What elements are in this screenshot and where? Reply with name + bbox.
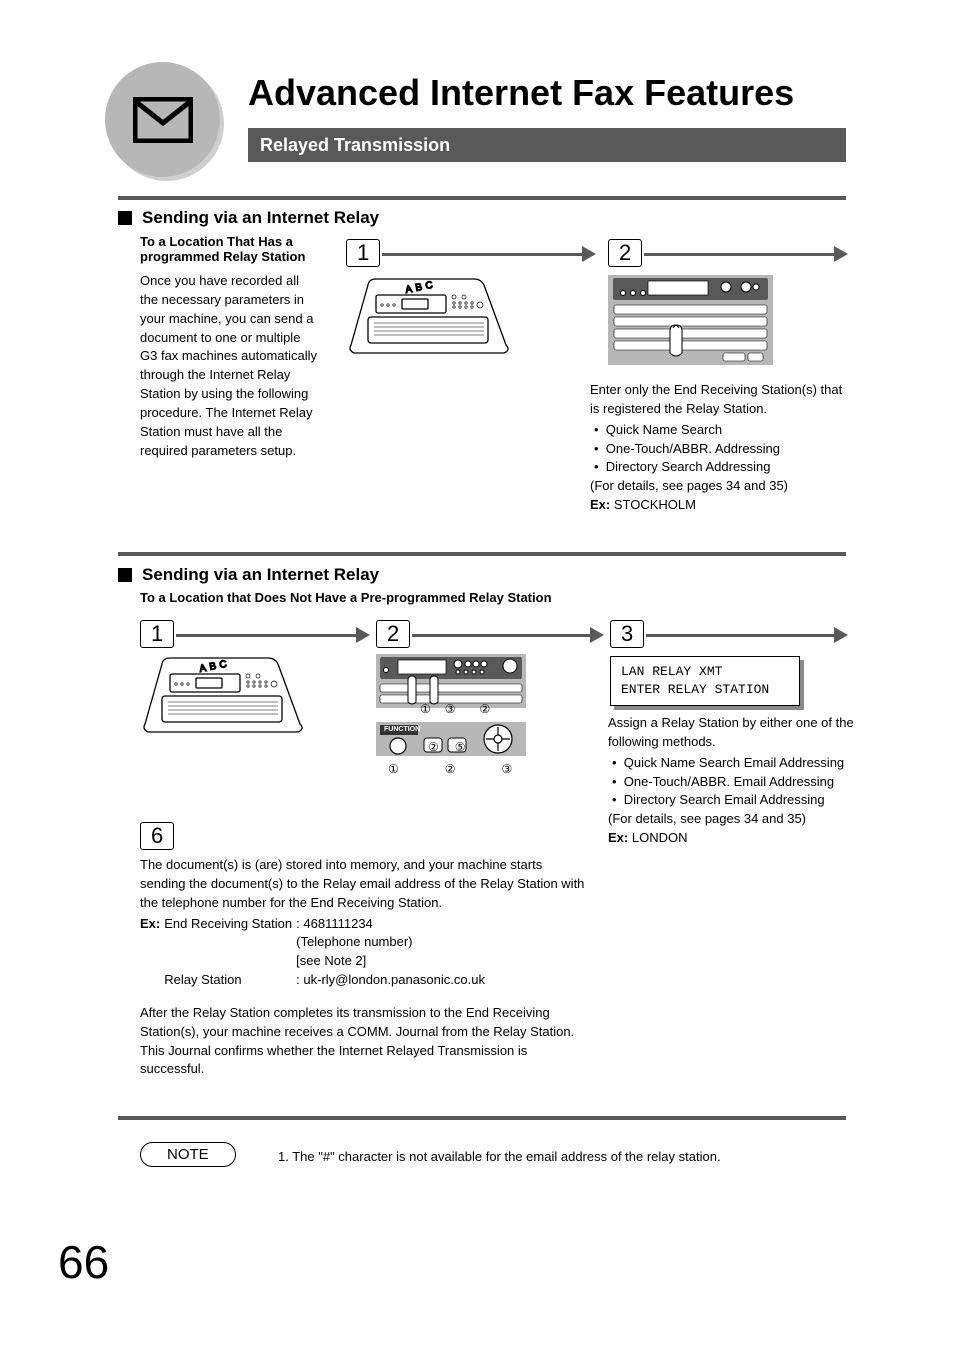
section-divider-3	[118, 1116, 846, 1120]
keyboard-panel-icon	[608, 275, 773, 365]
step3-instruction: Assign a Relay Station by either one of …	[608, 714, 860, 752]
section2-heading: Sending via an Internet Relay	[118, 565, 379, 585]
fax-device-icon: A B C	[140, 654, 310, 739]
lcd-display: LAN RELAY XMT ENTER RELAY STATION	[610, 656, 800, 706]
section2-step2: 2	[376, 620, 410, 648]
arrow-icon	[176, 634, 356, 637]
step-number-badge: 1	[346, 239, 380, 267]
section1-body: Once you have recorded all the necessary…	[140, 272, 320, 460]
section2-step6: 6	[140, 822, 174, 850]
step-number-badge: 1	[140, 620, 174, 648]
circled-row3: ① ② ③	[388, 762, 512, 776]
step3-example: Ex: LONDON	[608, 829, 860, 848]
mail-icon	[133, 97, 193, 143]
section-divider-1	[118, 196, 846, 200]
section2-step6-text: The document(s) is (are) stored into mem…	[140, 856, 588, 1079]
step-number-badge: 2	[608, 239, 642, 267]
step6-p1: The document(s) is (are) stored into mem…	[140, 856, 588, 913]
circled-row1: ① ③ ②	[420, 702, 490, 716]
page-title: Advanced Internet Fax Features	[248, 72, 794, 114]
svg-text:B: B	[415, 282, 424, 294]
header-circle	[105, 62, 220, 177]
step6-example-table: Ex: End Receiving Station : 4681111234 (…	[140, 915, 489, 990]
arrow-icon	[412, 634, 590, 637]
arrow-icon	[646, 634, 834, 637]
section1-step2: 2	[608, 239, 642, 267]
subtitle-bar: Relayed Transmission	[248, 128, 846, 162]
section1-step2-text: Enter only the End Receiving Station(s) …	[590, 381, 850, 515]
section2-subtitle: To a Location that Does Not Have a Pre-p…	[140, 590, 552, 605]
subtitle-text: Relayed Transmission	[260, 135, 450, 156]
step3-details: (For details, see pages 34 and 35)	[608, 810, 860, 829]
function-label: FUNCTION	[384, 726, 420, 733]
step-number-badge: 6	[140, 822, 174, 850]
svg-text:B: B	[209, 661, 218, 673]
step2-bullets: • Quick Name Search • One-Touch/ABBR. Ad…	[590, 421, 850, 478]
section2-step1: 1	[140, 620, 174, 648]
section2-step3: 3	[610, 620, 644, 648]
manual-page: Advanced Internet Fax Features Relayed T…	[0, 0, 954, 1351]
step2-example: Ex: STOCKHOLM	[590, 496, 850, 515]
section-divider-2	[118, 552, 846, 556]
page-number: 66	[58, 1235, 109, 1289]
svg-text:A: A	[199, 663, 208, 675]
step6-p3: This Journal confirms whether the Intern…	[140, 1042, 588, 1080]
fax-device-icon: A B C	[346, 275, 516, 360]
step-number-badge: 3	[610, 620, 644, 648]
section1-left-col: To a Location That Has a programmed Rela…	[140, 234, 320, 460]
circled-row2: ② ⑤	[428, 740, 466, 754]
step2-details: (For details, see pages 34 and 35)	[590, 477, 850, 496]
bullet-square-icon	[118, 211, 132, 225]
section2-title: Sending via an Internet Relay	[142, 565, 379, 585]
arrow-icon	[382, 253, 582, 256]
step3-bullets: • Quick Name Search Email Addressing • O…	[608, 754, 860, 811]
step-number-badge: 2	[376, 620, 410, 648]
svg-text:C: C	[219, 659, 228, 671]
step6-p2: After the Relay Station completes its tr…	[140, 1004, 588, 1042]
section1-heading: Sending via an Internet Relay	[118, 208, 379, 228]
section2-step3-text: Assign a Relay Station by either one of …	[608, 714, 860, 848]
step2-instruction: Enter only the End Receiving Station(s) …	[590, 381, 850, 419]
arrow-icon	[644, 253, 834, 256]
bullet-square-icon	[118, 568, 132, 582]
note-text: 1. The "#" character is not available fo…	[278, 1148, 838, 1167]
section1-subtitle: To a Location That Has a programmed Rela…	[140, 234, 320, 264]
section1-step1: 1	[346, 239, 380, 267]
svg-text:A: A	[405, 284, 414, 296]
note-badge: NOTE	[140, 1142, 236, 1167]
svg-text:C: C	[425, 280, 434, 292]
section1-title: Sending via an Internet Relay	[142, 208, 379, 228]
